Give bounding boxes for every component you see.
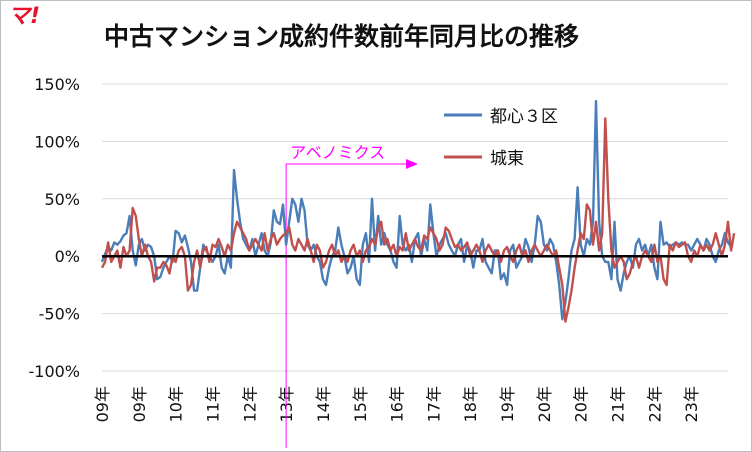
x-tick-label: 14年 [314, 386, 333, 422]
x-tick-label: 21年 [609, 386, 628, 422]
x-tick-label: 12年 [240, 386, 259, 422]
y-tick-label: 150% [34, 75, 80, 94]
series-lines [100, 99, 736, 323]
y-tick-label: 50% [44, 190, 80, 209]
x-tick-label: 15年 [351, 386, 370, 422]
x-tick-label: 17年 [424, 386, 443, 422]
y-tick-label: 100% [34, 132, 80, 151]
x-tick-label: 20年 [535, 386, 554, 422]
y-tick-label: 0% [55, 247, 80, 266]
annotation-arrow-head [406, 159, 418, 169]
x-tick-label: 19年 [498, 386, 517, 422]
y-axis-ticks: 150% 100% 50% 0% -50% -100% [28, 75, 80, 381]
x-tick-label: 16年 [388, 386, 407, 422]
legend-label: 城東 [490, 149, 524, 169]
series-line-toshin-3ku [100, 99, 733, 321]
x-tick-label: 10年 [167, 386, 186, 422]
x-tick-label: 20年 [572, 386, 591, 422]
series-line-joto [100, 117, 736, 323]
x-tick-label: 18年 [461, 386, 480, 422]
legend-label: 都心３区 [490, 107, 558, 127]
annotation-group: アベノミクス [285, 143, 418, 448]
x-tick-label: 11年 [203, 386, 222, 422]
x-axis-ticks: 09年 09年 10年 11年 12年 13年 14年 15年 16年 17年 18年 19年 20年 2… [93, 386, 701, 422]
chart-title: 中古マンション成約件数前年同月比の推移 [104, 22, 580, 51]
x-tick-label: 09年 [130, 386, 149, 422]
y-tick-label: -100% [28, 362, 80, 381]
gridlines [102, 83, 728, 372]
y-tick-label: -50% [39, 305, 80, 324]
x-tick-label: 23年 [682, 386, 701, 422]
x-tick-label: 09年 [93, 386, 112, 422]
site-logo: マ! [8, 4, 41, 29]
annotation-label: アベノミクス [290, 143, 385, 162]
x-tick-label: 22年 [645, 386, 664, 422]
